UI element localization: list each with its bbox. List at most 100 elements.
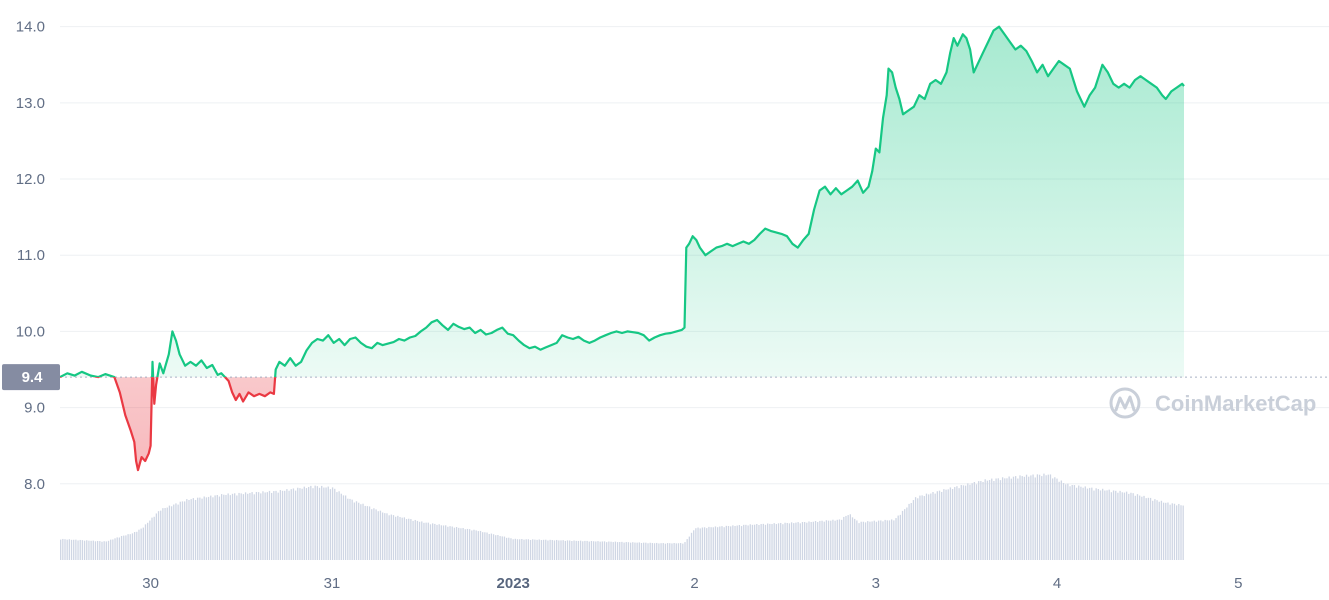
volume-bar	[1149, 497, 1152, 560]
volume-bar	[969, 484, 971, 560]
volume-bar	[723, 527, 725, 560]
volume-bar	[684, 542, 686, 560]
volume-bar	[408, 518, 410, 560]
volume-bar	[636, 542, 638, 560]
volume-bar	[808, 521, 810, 560]
volume-bar	[888, 520, 891, 560]
volume-bar	[884, 519, 886, 560]
volume-bar	[727, 526, 730, 560]
volume-bar	[1099, 490, 1102, 560]
volume-bar	[495, 535, 497, 560]
volume-bar	[173, 504, 175, 560]
volume-bar	[740, 526, 743, 560]
volume-bar	[951, 489, 954, 560]
volume-bar	[1038, 474, 1041, 560]
volume-bar	[690, 532, 693, 560]
volume-bar	[364, 505, 366, 560]
volume-bar	[210, 495, 212, 560]
volume-bar	[388, 515, 390, 560]
volume-bar	[1162, 502, 1165, 560]
volume-bar	[573, 540, 575, 560]
volume-bar	[1041, 476, 1043, 560]
volume-bar	[599, 541, 601, 560]
volume-bar	[753, 524, 756, 560]
volume-bar	[945, 489, 947, 560]
volume-bar	[316, 486, 319, 560]
volume-bar	[555, 539, 558, 560]
volume-bar	[623, 542, 625, 560]
volume-bar	[693, 530, 695, 560]
volume-bar	[488, 534, 490, 560]
volume-bar	[603, 541, 606, 560]
volume-bar	[399, 517, 401, 560]
volume-bar	[756, 523, 758, 560]
volume-bar	[86, 540, 88, 560]
volume-bar	[92, 540, 94, 560]
volume-bar	[201, 498, 203, 560]
volume-bar	[327, 486, 329, 560]
volume-bar	[403, 517, 406, 560]
volume-bar	[653, 543, 656, 560]
volume-bar	[764, 524, 767, 560]
volume-bar	[788, 523, 791, 560]
volume-bar	[962, 485, 965, 560]
volume-bar	[112, 539, 114, 560]
volume-bar	[1021, 476, 1023, 560]
volume-bar	[220, 494, 223, 560]
volume-bar	[373, 508, 375, 560]
volume-bar	[429, 524, 432, 560]
volume-bar	[838, 519, 841, 560]
volume-bar	[338, 491, 340, 560]
volume-bar	[347, 498, 349, 560]
volume-bar	[540, 540, 543, 560]
volume-bar	[795, 522, 797, 560]
volume-bar	[508, 537, 510, 560]
volume-bar	[666, 543, 669, 560]
volume-bar	[216, 495, 218, 560]
volume-bar	[247, 493, 249, 560]
volume-bar	[1080, 486, 1082, 560]
volume-bar	[797, 522, 799, 560]
volume-bar	[910, 503, 912, 560]
volume-bar	[101, 541, 103, 560]
volume-bar	[790, 522, 793, 560]
volume-bar	[475, 530, 477, 560]
volume-bar	[1034, 477, 1036, 560]
volume-bar	[699, 528, 701, 560]
volume-bar	[519, 539, 521, 560]
volume-bar	[849, 514, 851, 560]
volume-bar	[414, 519, 416, 560]
volume-bar	[1019, 475, 1021, 560]
volume-bar	[90, 540, 92, 560]
volume-bar	[1132, 493, 1134, 560]
volume-bar	[577, 540, 580, 560]
volume-bar	[769, 523, 771, 560]
volume-bar	[497, 535, 499, 560]
volume-bar	[806, 522, 808, 560]
volume-bar	[803, 522, 806, 560]
volume-bar	[975, 484, 978, 560]
volume-bar	[810, 521, 812, 560]
volume-bar	[136, 531, 138, 560]
volume-bar	[144, 524, 147, 560]
volume-bar	[460, 528, 462, 560]
volume-bar	[275, 490, 277, 560]
volume-bar	[1145, 498, 1147, 560]
volume-bar	[730, 526, 732, 560]
volume-bar	[238, 492, 240, 560]
volume-bar	[103, 541, 105, 560]
volume-bar	[240, 493, 242, 560]
volume-bar	[162, 508, 164, 560]
volume-bar	[947, 489, 949, 560]
volume-bar	[1012, 476, 1015, 560]
volume-bar	[606, 542, 608, 560]
volume-bar	[710, 527, 712, 560]
volume-bar	[294, 490, 297, 560]
volume-bar	[140, 528, 142, 560]
volume-bar	[671, 543, 673, 560]
volume-bar	[923, 496, 925, 560]
volume-bar	[736, 525, 738, 560]
volume-bar	[192, 498, 195, 560]
volume-bar	[1171, 503, 1173, 560]
volume-bar	[610, 541, 612, 560]
